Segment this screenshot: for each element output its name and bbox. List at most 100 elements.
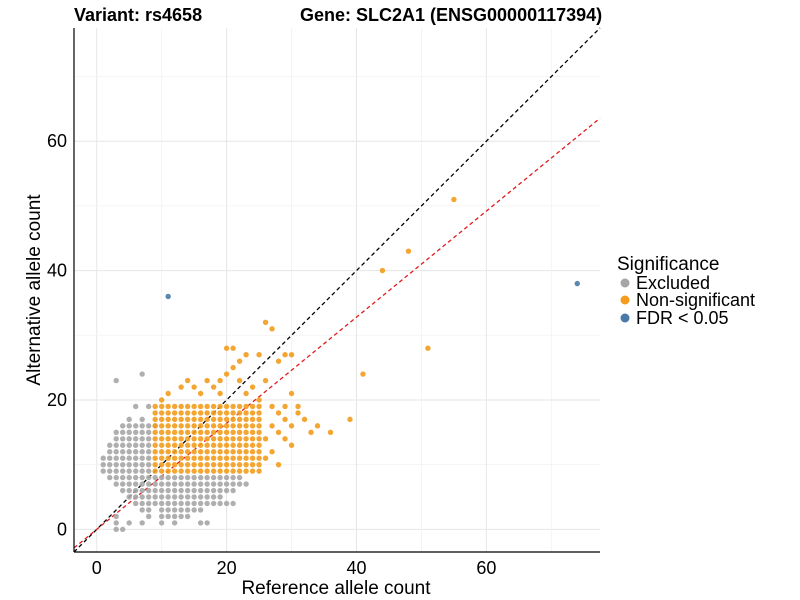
- point-excluded: [217, 487, 223, 494]
- y-tick-label: 60: [47, 131, 67, 151]
- point-excluded: [178, 500, 184, 507]
- point-non-significant: [295, 410, 301, 416]
- point-excluded: [171, 507, 178, 513]
- point-non-significant: [158, 423, 165, 429]
- point-non-significant: [249, 442, 256, 448]
- point-excluded: [139, 455, 145, 461]
- point-non-significant: [256, 468, 262, 474]
- point-non-significant: [158, 403, 165, 410]
- point-excluded: [236, 481, 243, 487]
- point-excluded: [107, 449, 113, 455]
- point-non-significant: [243, 461, 249, 468]
- legend-label-fdr: FDR < 0.05: [636, 308, 729, 328]
- point-non-significant: [236, 410, 243, 416]
- point-non-significant: [178, 416, 184, 423]
- point-non-significant: [230, 410, 236, 416]
- point-non-significant: [204, 377, 210, 384]
- point-non-significant: [256, 403, 262, 410]
- point-non-significant: [269, 423, 275, 429]
- point-excluded: [191, 494, 197, 500]
- point-excluded: [158, 500, 165, 507]
- point-excluded: [120, 423, 126, 429]
- point-excluded: [217, 494, 223, 500]
- point-non-significant: [171, 403, 178, 410]
- point-non-significant: [223, 423, 230, 429]
- x-tick-label: 40: [346, 558, 366, 578]
- point-excluded: [132, 461, 139, 468]
- point-excluded: [165, 494, 171, 500]
- point-excluded: [158, 494, 165, 500]
- point-non-significant: [158, 461, 165, 468]
- point-excluded: [223, 474, 230, 481]
- point-non-significant: [288, 390, 295, 397]
- point-excluded: [145, 507, 152, 513]
- point-non-significant: [236, 436, 243, 442]
- point-non-significant: [295, 403, 301, 410]
- point-non-significant: [210, 416, 217, 423]
- point-excluded: [171, 494, 178, 500]
- point-non-significant: [308, 429, 314, 436]
- x-axis-title: Reference allele count: [241, 578, 431, 599]
- point-excluded: [184, 474, 191, 481]
- point-non-significant: [184, 410, 191, 416]
- y-axis-title: Alternative allele count: [24, 194, 45, 386]
- point-non-significant: [178, 468, 184, 474]
- point-excluded: [126, 436, 132, 442]
- point-non-significant: [223, 461, 230, 468]
- point-non-significant: [223, 436, 230, 442]
- point-excluded: [126, 481, 132, 487]
- point-non-significant: [158, 442, 165, 448]
- point-non-significant: [191, 429, 197, 436]
- point-excluded: [145, 429, 152, 436]
- point-excluded: [120, 481, 126, 487]
- point-non-significant: [178, 442, 184, 448]
- point-excluded: [139, 371, 145, 377]
- point-excluded: [132, 481, 139, 487]
- point-excluded: [223, 481, 230, 487]
- point-excluded: [197, 500, 204, 507]
- point-non-significant: [171, 468, 178, 474]
- legend-label-excluded: Excluded: [636, 273, 710, 293]
- point-non-significant: [243, 442, 249, 448]
- point-non-significant: [314, 423, 321, 429]
- point-excluded: [171, 513, 178, 520]
- point-non-significant: [282, 436, 288, 442]
- point-non-significant: [165, 390, 171, 397]
- point-non-significant: [204, 442, 210, 448]
- point-non-significant: [236, 468, 243, 474]
- point-excluded: [165, 513, 171, 520]
- point-non-significant: [379, 267, 386, 274]
- point-non-significant: [243, 468, 249, 474]
- point-non-significant: [230, 436, 236, 442]
- point-non-significant: [158, 455, 165, 461]
- point-non-significant: [197, 455, 204, 461]
- point-excluded: [197, 494, 204, 500]
- point-non-significant: [223, 371, 230, 377]
- point-excluded: [145, 442, 152, 448]
- point-excluded: [132, 487, 139, 494]
- point-excluded: [171, 481, 178, 487]
- point-non-significant: [217, 436, 223, 442]
- point-non-significant: [165, 429, 171, 436]
- point-non-significant: [165, 468, 171, 474]
- point-non-significant: [230, 403, 236, 410]
- point-excluded: [139, 500, 145, 507]
- point-non-significant: [158, 449, 165, 455]
- point-excluded: [139, 449, 145, 455]
- point-excluded: [184, 500, 191, 507]
- point-non-significant: [197, 429, 204, 436]
- point-non-significant: [184, 377, 191, 384]
- point-non-significant: [158, 436, 165, 442]
- point-non-significant: [230, 461, 236, 468]
- point-non-significant: [210, 384, 217, 390]
- y-tick-label: 20: [47, 390, 67, 410]
- point-excluded: [132, 403, 139, 410]
- point-non-significant: [152, 436, 158, 442]
- point-excluded: [120, 487, 126, 494]
- point-excluded: [152, 494, 158, 500]
- point-non-significant: [249, 449, 256, 455]
- point-non-significant: [204, 449, 210, 455]
- point-non-significant: [184, 442, 191, 448]
- point-non-significant: [256, 410, 262, 416]
- point-excluded: [230, 500, 236, 507]
